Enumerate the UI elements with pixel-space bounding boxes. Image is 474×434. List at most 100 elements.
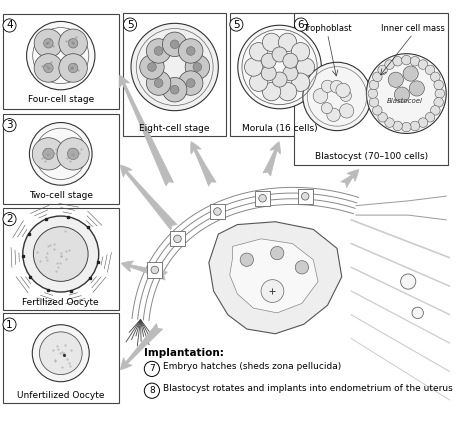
Text: 6: 6 <box>298 20 304 30</box>
Circle shape <box>434 80 444 90</box>
Circle shape <box>154 79 163 87</box>
Text: 8: 8 <box>149 386 155 395</box>
Circle shape <box>185 55 210 79</box>
Circle shape <box>292 73 310 92</box>
Circle shape <box>369 98 379 107</box>
Circle shape <box>131 23 219 111</box>
Circle shape <box>378 112 387 122</box>
Circle shape <box>249 73 268 92</box>
Circle shape <box>296 58 315 76</box>
Circle shape <box>259 194 266 202</box>
Circle shape <box>366 54 446 134</box>
Circle shape <box>32 138 64 170</box>
Text: 3: 3 <box>6 120 13 130</box>
Circle shape <box>321 80 334 92</box>
Circle shape <box>336 83 350 98</box>
Circle shape <box>385 60 394 69</box>
Circle shape <box>59 29 87 58</box>
Text: Four-cell stage: Four-cell stage <box>27 95 94 105</box>
Circle shape <box>434 98 444 107</box>
Bar <box>170 231 185 247</box>
Circle shape <box>339 104 354 118</box>
Bar <box>3 313 118 403</box>
Circle shape <box>240 253 254 266</box>
Circle shape <box>393 56 402 66</box>
Circle shape <box>410 121 420 131</box>
Text: Fertilized Oocyte: Fertilized Oocyte <box>22 298 99 307</box>
Circle shape <box>340 90 351 102</box>
Circle shape <box>179 71 203 95</box>
Circle shape <box>146 71 171 95</box>
Bar <box>230 13 329 136</box>
Circle shape <box>23 216 99 292</box>
Circle shape <box>147 62 156 71</box>
Text: Blastocyst (70–100 cells): Blastocyst (70–100 cells) <box>315 152 428 161</box>
Bar <box>3 114 118 204</box>
PathPatch shape <box>209 222 342 334</box>
Bar <box>210 204 225 219</box>
Circle shape <box>295 261 309 274</box>
Circle shape <box>44 39 53 48</box>
PathPatch shape <box>230 239 318 313</box>
Circle shape <box>272 72 287 87</box>
Circle shape <box>368 89 378 99</box>
Circle shape <box>283 53 298 68</box>
Circle shape <box>29 122 92 185</box>
Circle shape <box>430 72 440 82</box>
Circle shape <box>327 108 340 122</box>
Text: Embryo hatches (sheds zona pellucida): Embryo hatches (sheds zona pellucida) <box>163 362 342 371</box>
Circle shape <box>283 66 298 81</box>
Text: Eight-cell stage: Eight-cell stage <box>139 124 210 133</box>
Circle shape <box>261 279 284 302</box>
Circle shape <box>425 112 435 122</box>
Circle shape <box>163 78 187 102</box>
Circle shape <box>418 60 428 69</box>
Circle shape <box>369 80 379 90</box>
Circle shape <box>238 25 321 109</box>
Circle shape <box>409 81 424 96</box>
Circle shape <box>401 274 416 289</box>
Circle shape <box>154 46 163 55</box>
Bar <box>255 191 270 206</box>
Text: Unfertilized Oocyte: Unfertilized Oocyte <box>17 391 104 400</box>
Text: Blastocoel: Blastocoel <box>386 98 422 104</box>
Circle shape <box>403 66 418 81</box>
Circle shape <box>170 85 179 94</box>
Circle shape <box>27 21 95 90</box>
Circle shape <box>401 122 411 132</box>
Bar <box>294 13 448 165</box>
Circle shape <box>373 72 382 82</box>
Text: 1: 1 <box>6 319 13 329</box>
Circle shape <box>193 62 202 71</box>
Circle shape <box>179 39 203 63</box>
Circle shape <box>263 82 281 101</box>
Circle shape <box>278 33 297 52</box>
Text: Trophoblast: Trophoblast <box>303 24 352 33</box>
Circle shape <box>214 208 221 215</box>
Circle shape <box>313 89 328 103</box>
Circle shape <box>261 66 276 81</box>
Circle shape <box>146 39 171 63</box>
Circle shape <box>430 105 440 115</box>
Circle shape <box>303 62 371 131</box>
Circle shape <box>394 87 410 102</box>
Text: 2: 2 <box>6 214 13 224</box>
Circle shape <box>272 47 287 62</box>
Bar <box>123 13 226 136</box>
Circle shape <box>301 193 309 200</box>
Circle shape <box>249 43 268 61</box>
Bar <box>3 14 118 109</box>
Circle shape <box>412 307 423 319</box>
Circle shape <box>163 32 187 56</box>
Circle shape <box>388 72 403 87</box>
Bar <box>147 262 163 277</box>
Bar <box>3 207 118 310</box>
Circle shape <box>401 55 411 65</box>
Bar <box>298 189 313 204</box>
Text: Morula (16 cells): Morula (16 cells) <box>242 124 318 133</box>
Circle shape <box>292 43 310 61</box>
Circle shape <box>378 65 387 75</box>
Text: Inner cell mass: Inner cell mass <box>381 24 445 33</box>
Circle shape <box>33 227 88 281</box>
Circle shape <box>330 80 343 93</box>
